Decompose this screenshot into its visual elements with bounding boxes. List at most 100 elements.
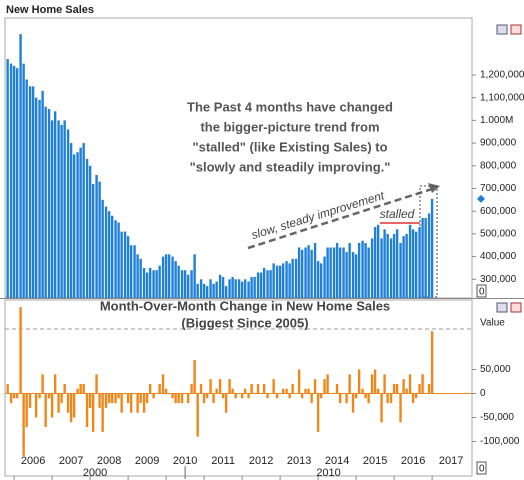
bar xyxy=(63,120,66,298)
y-tick-label: 500,000 xyxy=(480,229,517,240)
bar xyxy=(266,393,269,399)
bar xyxy=(76,388,79,394)
bar xyxy=(66,393,70,413)
bar xyxy=(380,238,383,298)
bar xyxy=(19,307,22,394)
bar xyxy=(224,286,228,298)
bar xyxy=(427,383,431,394)
bar xyxy=(345,252,348,298)
bar xyxy=(297,369,301,394)
bar xyxy=(82,143,85,298)
bar xyxy=(50,120,54,298)
bar xyxy=(177,393,180,404)
y-tick-label: 800,000 xyxy=(480,160,517,171)
bar xyxy=(304,388,307,394)
bar xyxy=(164,254,168,298)
bar xyxy=(250,277,253,298)
bar xyxy=(234,279,237,298)
bar xyxy=(386,233,389,298)
bar xyxy=(60,124,63,298)
bar xyxy=(44,393,47,428)
bar xyxy=(38,99,41,298)
bar xyxy=(101,393,104,432)
bar xyxy=(155,270,158,298)
bar xyxy=(351,393,355,413)
bar xyxy=(275,265,279,298)
bar xyxy=(82,383,85,394)
bar xyxy=(72,154,76,298)
bar xyxy=(228,279,231,298)
bar xyxy=(57,393,60,413)
bar xyxy=(98,393,101,408)
bar xyxy=(53,111,57,298)
bar xyxy=(218,274,222,298)
bar xyxy=(22,63,25,298)
bar xyxy=(183,270,187,298)
bar xyxy=(63,383,66,394)
bar xyxy=(266,270,269,298)
bar xyxy=(66,129,70,298)
bar xyxy=(174,261,177,298)
bar xyxy=(15,68,19,298)
bar xyxy=(177,265,180,298)
close-button[interactable] xyxy=(510,24,522,35)
bar xyxy=(129,245,133,298)
bar xyxy=(25,393,28,428)
bar xyxy=(364,393,367,399)
bar xyxy=(88,393,92,408)
bar xyxy=(22,393,25,456)
bar xyxy=(335,242,339,298)
bar xyxy=(47,109,51,298)
bar xyxy=(348,242,351,298)
restore-button[interactable] xyxy=(496,302,508,313)
bar xyxy=(19,34,22,299)
bar xyxy=(6,59,9,298)
bar xyxy=(110,393,114,404)
bar xyxy=(370,374,374,394)
bar xyxy=(60,393,63,404)
bar xyxy=(221,277,225,298)
restore-button[interactable] xyxy=(496,24,508,35)
axis-break-label: 0 xyxy=(479,287,485,298)
bar xyxy=(34,97,38,298)
bar xyxy=(294,258,298,298)
bar xyxy=(319,393,323,399)
bar xyxy=(139,258,142,298)
bar xyxy=(310,249,313,298)
bar xyxy=(399,393,402,423)
bar xyxy=(148,267,152,298)
bar xyxy=(361,388,364,394)
bar xyxy=(142,393,146,413)
y-tick-label: 0 xyxy=(480,388,486,399)
bar xyxy=(262,267,266,298)
bar xyxy=(367,247,370,298)
x-tick-label: 2015 xyxy=(363,455,387,467)
bar xyxy=(421,218,424,298)
bar xyxy=(161,256,165,298)
bar xyxy=(278,265,282,298)
bar xyxy=(129,393,133,413)
x-tick-label: 2012 xyxy=(249,455,273,467)
bar xyxy=(126,236,130,298)
close-button[interactable] xyxy=(510,302,522,313)
x-tick-label: 2017 xyxy=(439,455,463,467)
y-tick-label: 900,000 xyxy=(480,138,517,149)
bar xyxy=(326,374,329,394)
bar xyxy=(370,238,374,298)
bar xyxy=(288,263,291,298)
bar xyxy=(316,261,320,298)
bar xyxy=(418,383,421,394)
bar xyxy=(319,263,323,298)
bar xyxy=(402,379,405,394)
bar xyxy=(329,247,332,298)
bar xyxy=(98,181,101,298)
bar xyxy=(414,231,418,298)
bar xyxy=(44,106,47,298)
bar xyxy=(117,222,120,298)
bar xyxy=(12,393,16,399)
bar xyxy=(101,199,104,298)
bar xyxy=(316,393,320,432)
axis-break-box xyxy=(476,284,487,298)
bar xyxy=(338,247,342,298)
bar xyxy=(430,331,434,394)
